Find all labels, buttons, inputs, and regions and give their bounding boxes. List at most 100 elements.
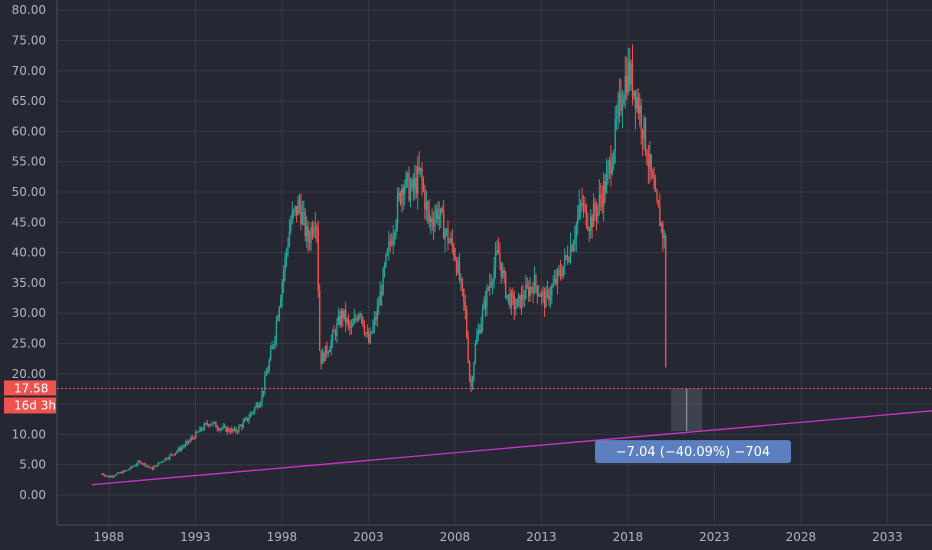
candle-body [177,448,180,452]
candle-body [530,287,533,289]
candle-body [197,431,200,433]
candle-body [275,320,278,338]
candle-body [259,402,262,406]
measure-label[interactable]: −7.04 (−40.09%) −704 [595,440,791,464]
x-tick-label: 2013 [526,530,557,544]
candle-body [189,440,191,443]
candle-body [491,281,494,284]
candle-body [135,464,138,466]
candle-body [565,255,567,257]
countdown-text: 16d 3h [14,398,56,412]
candle-body [516,298,518,308]
candle-body [109,476,112,478]
x-tick-label: 1993 [180,530,211,544]
candle-body [261,392,263,403]
candle-body [643,118,645,139]
candle-body [419,168,422,172]
candle-body [329,350,331,353]
candle-body [107,475,109,477]
candle-body [323,352,325,361]
candle-body [174,452,177,455]
candle-body [470,380,472,387]
candle-body [604,181,606,193]
candle-body [293,209,295,212]
trendline[interactable] [91,410,932,486]
candle-body [542,292,544,294]
candle-body [389,241,392,243]
candle-body [369,331,371,343]
candle-body [440,208,442,216]
candle-body [429,218,432,222]
candle-body [344,309,347,323]
candle-body [265,373,268,377]
candle-body [620,93,622,111]
candle-body [231,428,233,433]
candle-body [249,413,252,418]
candle-body [228,428,230,432]
candle-body [268,360,270,371]
candle-body [340,311,342,325]
candle-body [457,261,459,273]
candle-body [144,463,146,467]
candle-body [160,461,162,463]
candle-body [402,188,404,195]
candle-body [569,245,572,261]
candle-body [614,118,616,152]
candle-body [117,472,119,474]
x-tick-label: 2008 [440,530,471,544]
candle-body [343,309,345,318]
candle-body [239,425,242,427]
candle-body [453,246,455,257]
candle-body [311,227,314,235]
candle-body [262,390,265,393]
measure-label-background [595,440,791,464]
candle-body [244,419,246,422]
candle-body [331,331,334,341]
candle-body [647,161,650,167]
candle-body [657,200,660,208]
candle-body [598,194,601,206]
y-tick-label: 70.00 [12,64,46,78]
candle-body [500,261,503,277]
candle-body [564,255,566,267]
candle-body [209,424,211,426]
candle-body [636,97,638,109]
candle-body [272,344,275,347]
candle-body [548,290,550,301]
candle-body [121,472,123,474]
candle-body [512,293,514,297]
candle-body [287,246,289,252]
candle-body [425,202,428,210]
candle-body [526,285,528,287]
candle-body [241,425,243,427]
candle-body [128,468,131,470]
candle-body [579,202,582,205]
candle-body [206,423,208,425]
candle-body [102,473,105,476]
candle-body [581,202,583,207]
candle-body [595,211,598,217]
candle-body [166,458,168,460]
candle-body [401,188,403,203]
candle-body [366,332,368,334]
candle-body [281,282,283,299]
candle-body [481,309,484,324]
candle-body [288,231,291,247]
x-tick-label: 2028 [786,530,817,544]
candle-body [399,192,402,203]
candle-body [104,475,106,477]
candle-body [592,203,595,227]
candle-body [326,345,328,354]
candle-body [444,231,446,239]
candle-body [608,159,611,167]
candle-body [373,317,376,326]
candle-body [551,286,553,296]
candle-body [628,61,631,85]
candle-body [529,287,531,297]
candle-body [145,465,148,467]
candle-body [232,428,234,431]
candle-body [631,63,634,96]
candle-body [607,166,609,174]
